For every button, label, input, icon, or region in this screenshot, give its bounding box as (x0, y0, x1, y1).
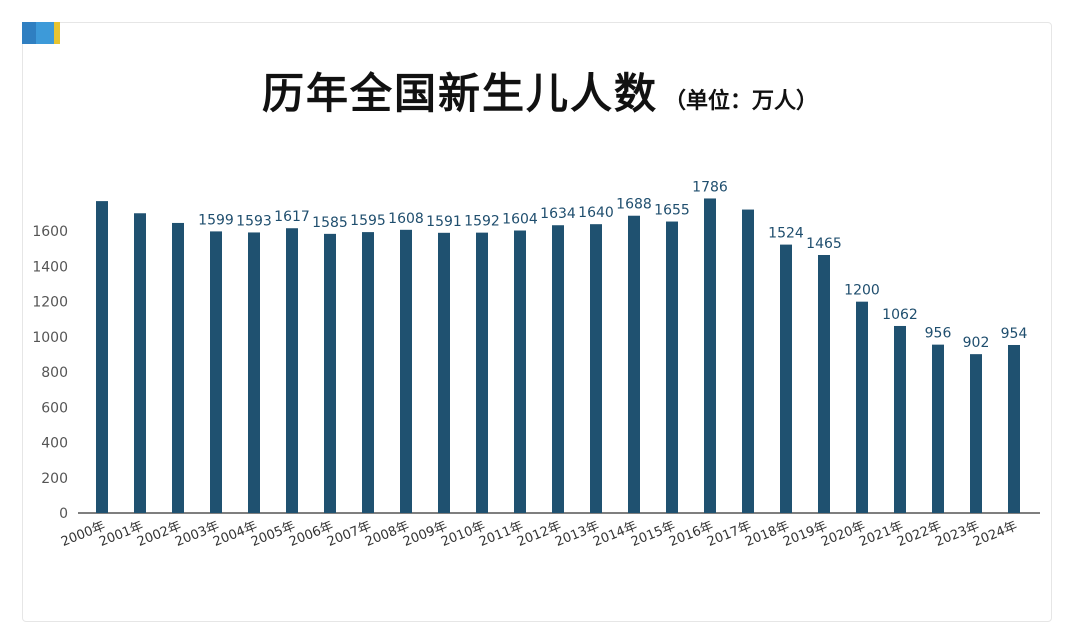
y-tick-label: 1200 (32, 295, 68, 311)
bar (362, 232, 374, 513)
data-label: 1465 (806, 236, 842, 252)
bar (818, 254, 830, 513)
y-tick-label: 800 (41, 365, 68, 381)
bar (172, 222, 184, 513)
y-tick-label: 1400 (32, 259, 68, 275)
y-tick-label: 400 (41, 436, 68, 452)
bar (514, 230, 526, 514)
data-label: 1591 (426, 214, 462, 230)
bar (970, 354, 982, 513)
bar (856, 301, 868, 513)
bar (590, 224, 602, 513)
data-label: 1524 (768, 226, 804, 242)
bar (134, 213, 146, 513)
bar (438, 232, 450, 513)
bar (324, 233, 336, 513)
bar (780, 244, 792, 513)
data-label: 1062 (882, 307, 918, 323)
bar (476, 232, 488, 513)
data-label: 1608 (388, 211, 424, 227)
data-label: 902 (963, 335, 990, 351)
data-label: 1617 (274, 209, 310, 225)
bar (210, 231, 222, 514)
y-tick-label: 200 (41, 471, 68, 487)
bar (742, 209, 754, 514)
bar (894, 325, 906, 513)
data-label: 1200 (844, 283, 880, 299)
bar (286, 228, 298, 513)
corner-logo-mark (22, 22, 60, 44)
x-tick-label: 2024年 (971, 519, 1019, 550)
data-label: 1595 (350, 213, 386, 229)
data-label: 1688 (616, 197, 652, 213)
chart-title: 历年全国新生儿人数 (261, 69, 658, 118)
y-tick-label: 600 (41, 400, 68, 416)
data-label: 1592 (464, 214, 500, 230)
y-tick-label: 0 (59, 506, 68, 522)
bar (932, 344, 944, 513)
chart-card (22, 22, 1052, 622)
chart-unit: （单位：万人） (664, 89, 819, 114)
data-label: 1655 (654, 203, 690, 219)
bar (400, 229, 412, 513)
y-tick-label: 1600 (32, 224, 68, 240)
bar (666, 221, 678, 513)
data-label: 1786 (692, 179, 728, 195)
bar (704, 198, 716, 513)
data-label: 1634 (540, 206, 576, 222)
bar (96, 201, 108, 513)
data-label: 1640 (578, 205, 614, 221)
data-label: 1593 (236, 213, 272, 229)
y-tick-label: 1000 (32, 330, 68, 346)
bar (1008, 344, 1020, 513)
data-label: 956 (925, 326, 952, 342)
bar (628, 215, 640, 514)
bar (248, 232, 260, 513)
data-label: 1604 (502, 212, 538, 228)
data-label: 954 (1001, 326, 1028, 342)
data-label: 1585 (312, 215, 348, 231)
bar (552, 225, 564, 514)
data-label: 1599 (198, 212, 234, 228)
chart-title-block: 历年全国新生儿人数 （单位：万人） (0, 60, 1080, 121)
